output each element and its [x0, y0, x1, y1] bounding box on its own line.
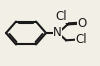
Text: O: O — [78, 17, 87, 30]
Text: Cl: Cl — [56, 10, 67, 23]
Text: N: N — [53, 27, 62, 39]
Text: Cl: Cl — [75, 33, 87, 46]
